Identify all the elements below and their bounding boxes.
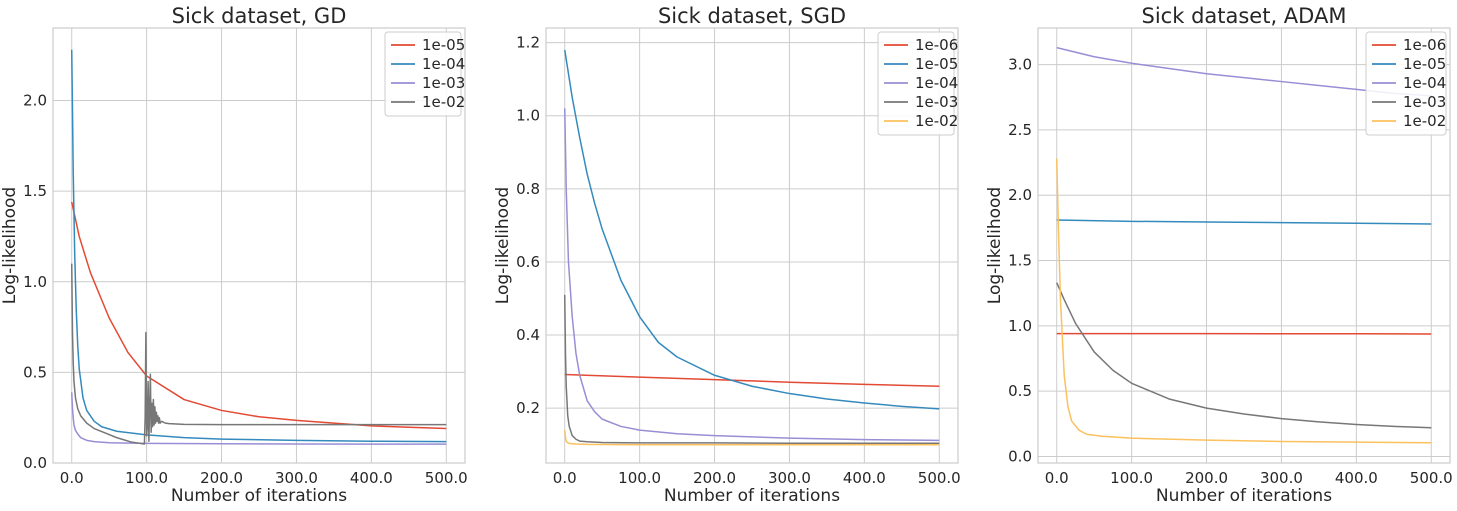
y-tick-label: 0.2 xyxy=(516,399,540,417)
legend-label: 1e-04 xyxy=(915,74,958,92)
x-tick-label: 400.0 xyxy=(1335,469,1378,487)
series-line-1e-02 xyxy=(563,430,940,446)
legend-label: 1e-05 xyxy=(422,36,465,54)
y-tick-label: 1.5 xyxy=(23,182,47,200)
series-group xyxy=(563,49,940,446)
y-tick-label: 0.0 xyxy=(1008,447,1032,465)
x-axis-label: Number of iterations xyxy=(1156,486,1332,506)
y-tick-label: 0.6 xyxy=(516,253,540,271)
x-axis-label: Number of iterations xyxy=(664,486,840,506)
x-tick-label: 500.0 xyxy=(1410,469,1453,487)
legend-label: 1e-04 xyxy=(422,55,465,73)
legend-box xyxy=(1365,31,1447,136)
axes-frame xyxy=(1037,27,1451,464)
y-tick-label: 3.0 xyxy=(1008,56,1032,74)
series-line-1e-05 xyxy=(70,201,447,430)
legend-label: 1e-03 xyxy=(1403,93,1446,111)
series-line-1e-04 xyxy=(70,49,447,443)
legend-box xyxy=(384,31,462,117)
chart-panel-2: 0.0 100.0 200.0 300.0 400.0 500.0 0.2 0.4 0.6 0.8… xyxy=(493,4,961,506)
y-tick-label: 2.0 xyxy=(1008,186,1032,204)
chart-panel-3: 0.0 100.0 200.0 300.0 400.0 500.0 0.0 0.5 1.0 1.5… xyxy=(985,4,1453,506)
legend-label: 1e-05 xyxy=(1403,55,1446,73)
x-tick-label: 0.0 xyxy=(553,469,577,487)
legend-label: 1e-03 xyxy=(422,74,465,92)
y-tick-label: 1.0 xyxy=(1008,317,1032,335)
y-tick-label: 0.5 xyxy=(1008,382,1032,400)
legend-label: 1e-02 xyxy=(422,93,465,111)
legend-label: 1e-02 xyxy=(915,112,958,130)
series-line-1e-03 xyxy=(563,294,940,445)
y-axis-label: Log-likelihood xyxy=(0,187,20,304)
y-axis-label: Log-likelihood xyxy=(985,187,1005,304)
chart-title: Sick dataset, ADAM xyxy=(1142,4,1347,28)
y-tick-label: 2.0 xyxy=(23,92,47,110)
legend-label: 1e-02 xyxy=(1403,112,1446,130)
axes-frame xyxy=(545,27,959,464)
y-tick-label: 0.4 xyxy=(516,326,540,344)
chart-title: Sick dataset, SGD xyxy=(658,4,846,28)
chart-panel-1: 0.0 100.0 200.0 300.0 400.0 500.0 0.0 0.5 1.0 1.5… xyxy=(0,4,468,506)
y-tick-label: 1.0 xyxy=(23,273,47,291)
y-tick-label: 0.5 xyxy=(23,363,47,381)
x-tick-label: 200.0 xyxy=(200,469,243,487)
x-tick-label: 100.0 xyxy=(125,469,168,487)
series-line-1e-04 xyxy=(563,108,940,442)
x-axis-label: Number of iterations xyxy=(171,486,347,506)
legend-label: 1e-03 xyxy=(915,93,958,111)
y-axis-label: Log-likelihood xyxy=(493,187,513,304)
series-line-1e-03 xyxy=(1056,282,1432,429)
y-tick-label: 0.0 xyxy=(23,454,47,472)
x-tick-label: 100.0 xyxy=(1110,469,1153,487)
y-tick-label: 1.0 xyxy=(516,107,540,125)
series-line-1e-02 xyxy=(70,263,447,445)
series-group xyxy=(70,49,447,445)
x-tick-label: 200.0 xyxy=(1185,469,1228,487)
series-line-1e-05 xyxy=(563,49,940,410)
x-tick-label: 500.0 xyxy=(425,469,468,487)
chart-title: Sick dataset, GD xyxy=(172,4,347,28)
x-tick-label: 100.0 xyxy=(618,469,661,487)
x-tick-label: 400.0 xyxy=(843,469,886,487)
x-tick-label: 300.0 xyxy=(1260,469,1303,487)
y-tick-label: 1.2 xyxy=(516,34,540,52)
axes-frame xyxy=(52,27,466,464)
x-tick-label: 500.0 xyxy=(918,469,961,487)
x-tick-label: 400.0 xyxy=(350,469,393,487)
series-line-1e-03 xyxy=(70,392,447,445)
series-line-1e-05 xyxy=(1056,219,1432,225)
y-tick-label: 1.5 xyxy=(1008,252,1032,270)
x-tick-label: 0.0 xyxy=(1045,469,1069,487)
legend-label: 1e-06 xyxy=(1403,36,1446,54)
x-tick-label: 300.0 xyxy=(768,469,811,487)
legend-box xyxy=(877,31,955,136)
x-tick-label: 0.0 xyxy=(60,469,84,487)
legend-label: 1e-04 xyxy=(1403,74,1446,92)
series-line-1e-06 xyxy=(564,373,940,387)
series-line-1e-02 xyxy=(1055,158,1432,444)
y-tick-label: 2.5 xyxy=(1008,121,1032,139)
legend-label: 1e-05 xyxy=(915,55,958,73)
x-tick-label: 300.0 xyxy=(275,469,318,487)
legend-label: 1e-06 xyxy=(915,36,958,54)
series-group xyxy=(1055,46,1432,444)
x-tick-label: 200.0 xyxy=(693,469,736,487)
y-tick-label: 0.8 xyxy=(516,180,540,198)
